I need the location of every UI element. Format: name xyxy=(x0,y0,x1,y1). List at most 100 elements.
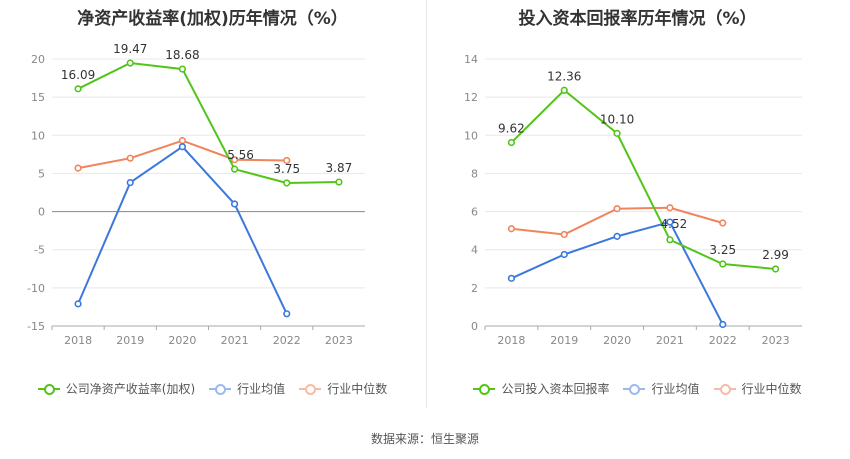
roic-point-industry-median xyxy=(666,204,674,212)
roic-point-industry-avg xyxy=(666,218,674,226)
legend-label-company-roic: 公司投入资本回报率 xyxy=(501,382,610,396)
roe-point-industry-avg xyxy=(126,178,134,187)
roe-chart-title: 净资产收益率(加权)历年情况（%） xyxy=(77,9,348,29)
y-tick-label: 10 xyxy=(464,129,478,142)
roe-point-company xyxy=(74,85,82,93)
legend-swatch-company xyxy=(473,383,496,395)
x-tick-label: 2018 xyxy=(497,334,525,347)
y-tick-label: -10 xyxy=(27,282,45,295)
y-tick-label: 4 xyxy=(471,244,478,257)
y-tick-label: 12 xyxy=(464,91,478,104)
x-tick-label: 2023 xyxy=(762,334,790,347)
legend-item-company-roe[interactable]: 公司净资产收益率(加权) xyxy=(37,380,196,397)
x-tick-label: 2021 xyxy=(221,334,249,347)
roic-point-industry-avg xyxy=(613,232,621,240)
roe-point-industry-avg xyxy=(178,143,187,151)
roic-data-label: 4.52 xyxy=(661,217,688,231)
legend-item-industry-avg[interactable]: 行业均值 xyxy=(623,380,700,397)
roe-data-label: 19.47 xyxy=(113,42,147,56)
legend-item-industry-median[interactable]: 行业中位数 xyxy=(713,380,802,397)
roe-point-industry-median xyxy=(74,164,82,172)
roe-point-industry-avg xyxy=(283,310,291,318)
x-tick-label: 2019 xyxy=(116,334,144,347)
roe-chart-plot: 20 15 10 5 0 -5 -10 -15 2018 2019 2020 2021 2022 2023… xyxy=(27,42,365,347)
y-tick-label: 0 xyxy=(38,206,45,219)
roic-point-company xyxy=(507,138,516,147)
x-tick-label: 2019 xyxy=(550,334,578,347)
roic-data-label: 9.62 xyxy=(498,122,525,136)
roe-data-label: 5.56 xyxy=(227,148,254,162)
legend-swatch-company xyxy=(37,383,60,395)
roic-point-company xyxy=(719,260,727,268)
roe-point-company xyxy=(126,59,134,67)
legend-label-industry-avg: 行业均值 xyxy=(237,382,286,396)
y-tick-label: 10 xyxy=(31,129,45,142)
roe-point-industry-median xyxy=(178,137,187,145)
roic-point-industry-median xyxy=(613,205,621,213)
panel-divider xyxy=(426,0,427,408)
legend-item-company-roic[interactable]: 公司投入资本回报率 xyxy=(473,380,609,397)
roic-chart-plot: 14 12 10 8 6 4 2 0 2018 2019 2020 2021 2022 2023 9.62 1… xyxy=(464,53,802,347)
roe-point-company xyxy=(178,65,187,73)
y-tick-label: 6 xyxy=(471,206,478,219)
y-tick-label: 8 xyxy=(471,167,478,180)
roe-data-label: 3.75 xyxy=(273,162,300,176)
legend-swatch-industry-avg xyxy=(623,383,646,395)
roe-point-industry-median xyxy=(230,156,239,164)
roic-series-line-company xyxy=(510,88,776,270)
roic-point-industry-avg xyxy=(560,250,568,259)
roic-data-label: 10.10 xyxy=(600,112,634,126)
y-tick-label: -5 xyxy=(34,244,45,257)
roe-data-label: 18.68 xyxy=(165,48,199,62)
legend-label-industry-avg: 行业均值 xyxy=(651,382,700,396)
legend-swatch-industry-avg xyxy=(209,383,232,395)
legend-swatch-industry-median xyxy=(299,383,322,395)
legend-label-industry-median: 行业中位数 xyxy=(741,382,802,396)
y-tick-label: 15 xyxy=(31,91,45,104)
roic-point-industry-median xyxy=(560,230,568,239)
x-tick-label: 2021 xyxy=(656,334,684,347)
roe-series-line-company xyxy=(77,62,339,184)
y-tick-label: 14 xyxy=(464,53,478,66)
roe-point-industry-avg xyxy=(74,300,82,308)
roe-chart-panel: 净资产收益率(加权)历年情况（%） 20 15 10 5 0 -5 -10 -15 2018 20… xyxy=(0,0,425,410)
roe-data-label: 3.87 xyxy=(326,161,353,175)
y-tick-label: 0 xyxy=(471,320,478,333)
roic-point-company xyxy=(666,236,674,244)
roic-chart-title: 投入资本回报率历年情况（%） xyxy=(518,9,757,29)
x-tick-label: 2022 xyxy=(273,334,301,347)
legend-item-industry-median[interactable]: 行业中位数 xyxy=(299,380,387,397)
x-tick-label: 2018 xyxy=(64,334,92,347)
roe-point-industry-avg xyxy=(230,200,239,208)
y-tick-label: 2 xyxy=(471,282,478,295)
roic-point-industry-median xyxy=(507,225,516,233)
x-tick-label: 2023 xyxy=(325,334,353,347)
roic-point-company xyxy=(771,265,780,273)
roe-point-industry-median xyxy=(126,154,134,162)
legend-swatch-industry-median xyxy=(713,383,736,395)
roic-data-label: 3.25 xyxy=(709,243,736,257)
roic-point-company xyxy=(560,86,568,94)
roe-point-company xyxy=(335,178,343,186)
data-source-note: 数据来源：恒生聚源 xyxy=(370,432,479,446)
roic-data-label: 2.99 xyxy=(762,248,789,262)
x-tick-label: 2022 xyxy=(709,334,737,347)
roe-chart-legend: 公司净资产收益率(加权) 行业均值 行业中位数 xyxy=(0,380,425,397)
roe-point-industry-median xyxy=(283,156,291,165)
roic-chart-panel: 投入资本回报率历年情况（%） 14 12 10 8 6 4 2 0 2018 2019 2020 20… xyxy=(425,0,850,410)
x-tick-label: 2020 xyxy=(603,334,631,347)
legend-label-company-roe: 公司净资产收益率(加权) xyxy=(65,382,196,396)
roic-data-label: 12.36 xyxy=(547,69,581,83)
roic-point-industry-avg xyxy=(719,320,727,329)
y-tick-label: -15 xyxy=(27,320,45,333)
y-tick-label: 20 xyxy=(31,53,45,66)
roic-point-company xyxy=(613,129,621,137)
roe-point-company xyxy=(283,179,291,187)
roic-point-industry-median xyxy=(719,219,727,227)
roe-series-line-industry-avg xyxy=(77,145,288,315)
y-tick-label: 5 xyxy=(38,167,45,180)
roic-point-industry-avg xyxy=(507,274,516,282)
x-tick-label: 2020 xyxy=(168,334,196,347)
legend-item-industry-avg[interactable]: 行业均值 xyxy=(209,380,285,397)
roic-chart-legend: 公司投入资本回报率 行业均值 行业中位数 xyxy=(425,380,850,397)
